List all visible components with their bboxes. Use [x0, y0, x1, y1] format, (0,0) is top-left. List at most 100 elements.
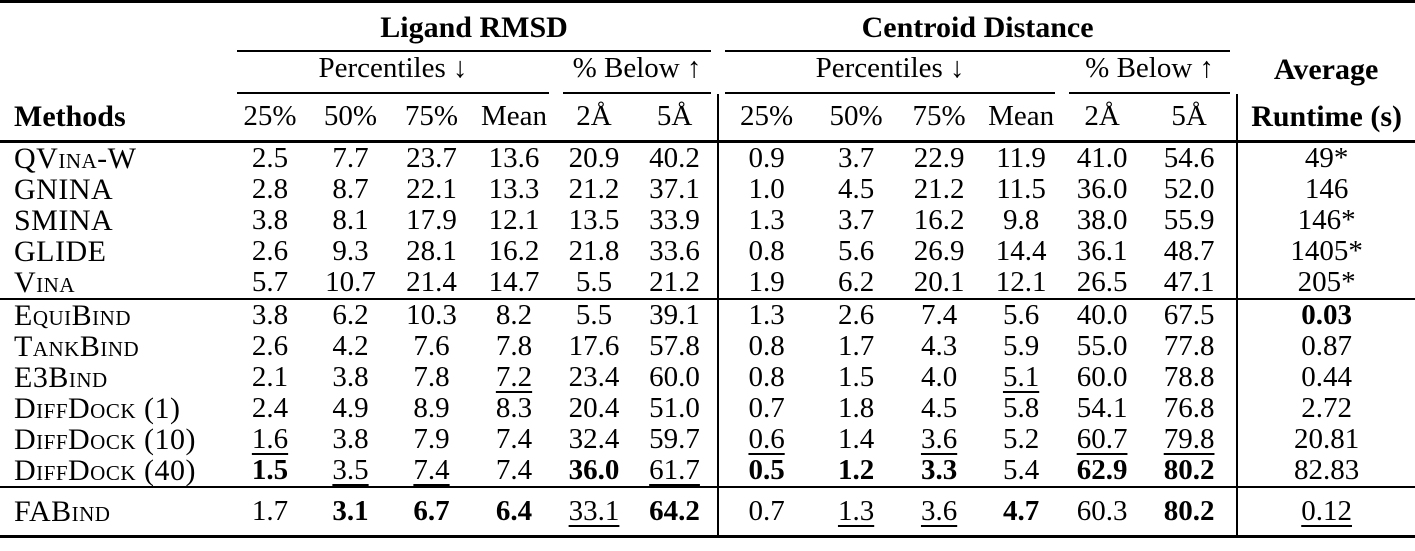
cell-text: 4.7: [1002, 494, 1040, 527]
cell-text: 13.3: [488, 172, 540, 205]
cell-text: 1.3: [837, 494, 875, 527]
metric-value: 55.0: [1062, 330, 1142, 362]
metric-value: 48.7: [1142, 235, 1237, 267]
cell-text: 4.3: [920, 329, 958, 362]
metric-value: 26.5: [1062, 265, 1142, 299]
cell-text: 40.2: [649, 141, 700, 174]
metric-value: 76.8: [1142, 392, 1237, 424]
cell-text: 3.6: [920, 422, 958, 455]
subheader-below-ligand: % Below ↑: [556, 52, 718, 94]
metric-value: 54.1: [1062, 392, 1142, 424]
cell-text: 2.8: [251, 172, 289, 205]
cell-text: 1.7: [251, 494, 289, 527]
metric-value: 17.6: [556, 329, 632, 362]
table-row: SMINA 3.8 8.1 17.9 12.1 13.5 33.9 1.3 3.7 16.2 9.8…: [0, 203, 1415, 236]
metric-value: 1.9: [717, 265, 815, 299]
cell-text: 4.5: [920, 391, 958, 424]
metric-value: 5.9: [980, 330, 1062, 362]
subheader-below-centroid-label: % Below ↑: [1069, 52, 1231, 94]
cell-text: 26.5: [1076, 265, 1128, 298]
cell-text: 82.83: [1293, 453, 1360, 486]
cell-text: 5.6: [837, 234, 875, 267]
metric-value: 9.3: [310, 234, 391, 267]
cell-text: 6.4: [495, 494, 533, 527]
runtime-value: 0.44: [1236, 361, 1415, 393]
cell-text: 2.5: [251, 141, 289, 174]
col-header-ligand-75: 75%: [391, 94, 472, 143]
metric-value: 22.9: [898, 141, 980, 174]
metric-value: 36.0: [1062, 173, 1142, 205]
metric-value: 3.1: [310, 485, 391, 536]
cell-text: 1.4: [837, 422, 875, 455]
metric-value: 14.7: [472, 266, 556, 299]
runtime-value: 1405*: [1236, 235, 1415, 267]
cell-text: 17.6: [568, 329, 620, 362]
cell-text: 0.87: [1301, 329, 1352, 362]
cell-text: 40.0: [1076, 298, 1128, 331]
metric-value: 26.9: [898, 235, 980, 267]
metric-value: 10.7: [310, 265, 391, 299]
metric-value: 5.2: [980, 423, 1062, 455]
header-spacer: [0, 2, 230, 53]
header-spacer: [0, 52, 230, 94]
metric-value: 12.1: [980, 266, 1062, 299]
cell-text: 55.9: [1163, 203, 1215, 236]
runtime-value: 146*: [1236, 204, 1415, 236]
cell-text: 36.1: [1076, 234, 1128, 267]
method-name: GNINA: [14, 172, 114, 206]
cell-text: 20.4: [568, 391, 620, 424]
cell-text: 67.5: [1163, 298, 1215, 331]
table-body: QVina-W 2.5 7.7 23.7 13.6 20.9 40.2 0.9 3.7 22.9 1…: [0, 141, 1415, 536]
metric-value: 20.9: [556, 141, 632, 174]
cell-text: 7.8: [413, 360, 450, 393]
cell-text: 0.7: [748, 494, 785, 527]
cell-text: 79.8: [1163, 422, 1215, 455]
col-header-ligand-2a: 2Å: [556, 94, 632, 143]
cell-text: 7.4: [495, 453, 533, 486]
cell-text: 1.9: [748, 265, 785, 298]
metric-value: 3.8: [310, 422, 391, 455]
metric-value: 21.8: [556, 235, 632, 267]
cell-text: 3.8: [251, 203, 289, 236]
cell-text: 12.1: [488, 203, 540, 236]
cell-text: 7.4: [920, 298, 958, 331]
metric-value: 59.7: [632, 423, 718, 455]
cell-text: 8.9: [413, 391, 450, 424]
cell-text: 205*: [1297, 265, 1356, 298]
col-header-ligand-mean: Mean: [472, 94, 556, 143]
cell-text: 10.7: [325, 265, 376, 298]
cell-text: 5.4: [1002, 453, 1040, 486]
metric-value: 7.8: [391, 360, 472, 393]
metric-value: 78.8: [1142, 361, 1237, 393]
metric-value: 21.2: [632, 266, 718, 299]
cell-text: 3.7: [837, 141, 875, 174]
metric-value: 2.4: [230, 392, 310, 424]
group-header-ligand-rmsd-label: Ligand RMSD: [237, 11, 712, 52]
cell-text: 1.5: [837, 360, 875, 393]
metric-value: 1.2: [814, 454, 898, 487]
metric-value: 8.2: [472, 297, 556, 331]
metric-value: 60.7: [1062, 423, 1142, 455]
metric-value: 80.2: [1142, 454, 1237, 487]
cell-text: 60.3: [1076, 494, 1128, 527]
metric-value: 32.4: [556, 423, 632, 455]
runtime-value: 82.83: [1236, 453, 1415, 487]
cell-text: 13.6: [488, 141, 540, 174]
metric-value: 3.7: [814, 204, 898, 236]
table-row: E3Bind 2.1 3.8 7.8 7.2 23.4 60.0 0.8 1.5 4.0 5.1 60…: [0, 360, 1415, 393]
table-row: Vina 5.7 10.7 21.4 14.7 5.5 21.2 1.9 6.2 20.1 12.1…: [0, 265, 1415, 299]
metric-value: 38.0: [1062, 204, 1142, 236]
cell-text: 3.8: [332, 422, 369, 455]
cell-text: 3.3: [920, 453, 958, 486]
cell-text: 5.6: [1002, 298, 1040, 331]
cell-text: 33.1: [568, 494, 620, 527]
runtime-value: 0.03: [1236, 297, 1415, 331]
metric-value: 40.2: [632, 141, 718, 174]
cell-text: 20.9: [568, 141, 620, 174]
cell-text: 54.6: [1163, 141, 1215, 174]
cell-text: 7.4: [495, 422, 533, 455]
col-header-centroid-50: 50%: [814, 94, 899, 143]
metric-value: 36.1: [1062, 234, 1142, 267]
cell-text: 9.3: [332, 234, 369, 267]
cell-text: 47.1: [1163, 265, 1215, 298]
